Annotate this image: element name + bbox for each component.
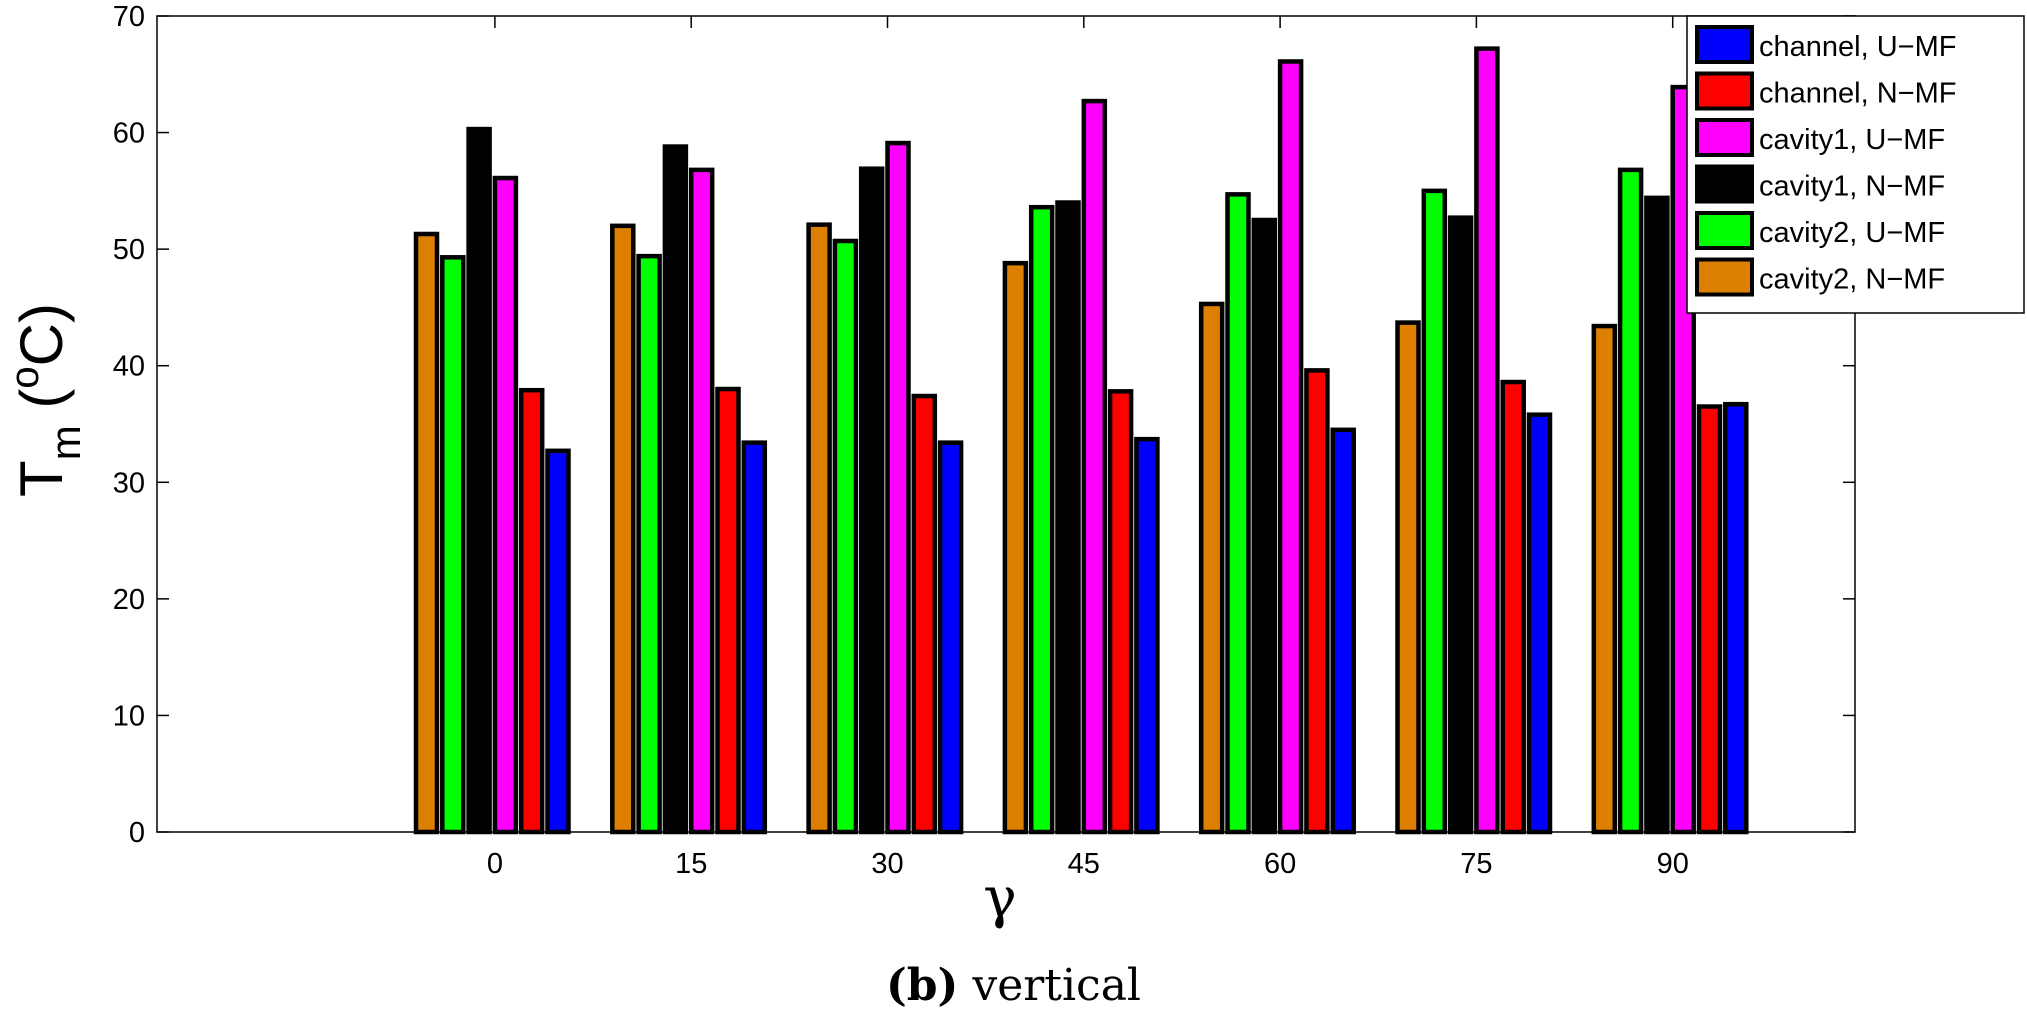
legend-label: channel, U−MF: [1759, 31, 1956, 63]
bar: [610, 223, 636, 835]
bar: [832, 238, 859, 835]
x-tick-label: 90: [1657, 848, 1689, 880]
bar: [688, 167, 715, 835]
y-tick-label: 60: [113, 118, 145, 150]
bar: [1002, 260, 1029, 835]
bar: [1474, 46, 1500, 835]
bar: [545, 448, 571, 835]
y-axis: 0 10 20 30 40 50 60 70: [113, 1, 1855, 849]
x-tick-label: 75: [1460, 848, 1492, 880]
legend: channel, U−MF channel, N−MF cavity1, U−MF c…: [1686, 15, 2025, 314]
y-tick-label: 0: [129, 817, 145, 849]
x-tick-label: 30: [871, 848, 903, 880]
caption-text: vertical: [972, 960, 1142, 1011]
y-axis-label-subscript: m: [42, 425, 89, 460]
legend-swatch: [1695, 164, 1754, 204]
bar: [1251, 217, 1278, 835]
legend-label: cavity2, U−MF: [1759, 217, 1945, 249]
figure-caption: (b) vertical: [0, 960, 2027, 1011]
legend-swatch: [1695, 118, 1754, 157]
bar: [1107, 389, 1134, 835]
y-tick-label: 50: [113, 234, 145, 266]
bar: [1591, 323, 1618, 835]
bar: [413, 231, 440, 835]
legend-label: cavity1, N−MF: [1759, 171, 1945, 203]
legend-label: channel, N−MF: [1759, 78, 1956, 110]
bar: [806, 222, 832, 835]
x-tick-label: 15: [675, 848, 707, 880]
x-axis: 0 15 30 45 60 75 90: [487, 16, 1689, 880]
y-tick-label: 10: [113, 700, 145, 732]
caption-label: (b): [885, 960, 959, 1011]
bar: [1055, 200, 1081, 835]
bar: [440, 255, 466, 835]
bar: [1081, 98, 1108, 835]
bar: [1500, 379, 1526, 835]
bar: [518, 387, 545, 835]
legend-swatch: [1695, 25, 1754, 64]
y-axis-label-open: (: [8, 389, 75, 426]
y-axis-label-main: T: [8, 460, 75, 497]
bar: [885, 140, 911, 835]
legend-swatch: [1695, 71, 1754, 111]
y-tick-label: 20: [113, 584, 145, 616]
bar: [1277, 59, 1304, 835]
x-axis-label: γ: [983, 866, 1016, 931]
x-tick-label: 45: [1068, 848, 1100, 880]
x-tick-label: 0: [487, 848, 503, 880]
bar: [1696, 404, 1723, 835]
y-tick-label: 40: [113, 351, 145, 383]
bar: [858, 166, 885, 835]
bar: [741, 440, 768, 835]
bar: [911, 393, 938, 835]
bar: [1028, 204, 1055, 835]
bar: [1330, 427, 1356, 835]
bar: [1225, 192, 1251, 835]
bar: [937, 440, 964, 835]
y-tick-label: 70: [113, 1, 145, 33]
y-tick-label: 30: [113, 467, 145, 499]
bar: [1447, 215, 1474, 835]
bar: [1723, 401, 1749, 835]
y-axis-label-unit: C): [8, 303, 75, 366]
x-tick-label: 60: [1264, 848, 1296, 880]
plot-frame: [156, 15, 1856, 833]
bar: [492, 175, 519, 835]
bar: [1644, 195, 1670, 835]
y-axis-label: Tm (oC): [3, 303, 89, 497]
bar: [466, 126, 492, 835]
legend-swatch: [1695, 257, 1754, 297]
bar: [1198, 301, 1225, 835]
bar: [1395, 320, 1421, 835]
legend-label: cavity2, N−MF: [1759, 264, 1945, 296]
y-axis-label-superscript: o: [3, 366, 47, 388]
bar: [1421, 188, 1448, 835]
bar: [1526, 412, 1553, 835]
bar: [1617, 167, 1644, 835]
bar: [662, 144, 689, 835]
bar: [715, 386, 741, 835]
legend-label: cavity1, U−MF: [1759, 124, 1945, 156]
bar: [1304, 368, 1330, 835]
bars-group: [413, 46, 1749, 835]
bar: [1134, 436, 1160, 835]
bar: [636, 253, 662, 835]
legend-swatch: [1695, 211, 1754, 250]
